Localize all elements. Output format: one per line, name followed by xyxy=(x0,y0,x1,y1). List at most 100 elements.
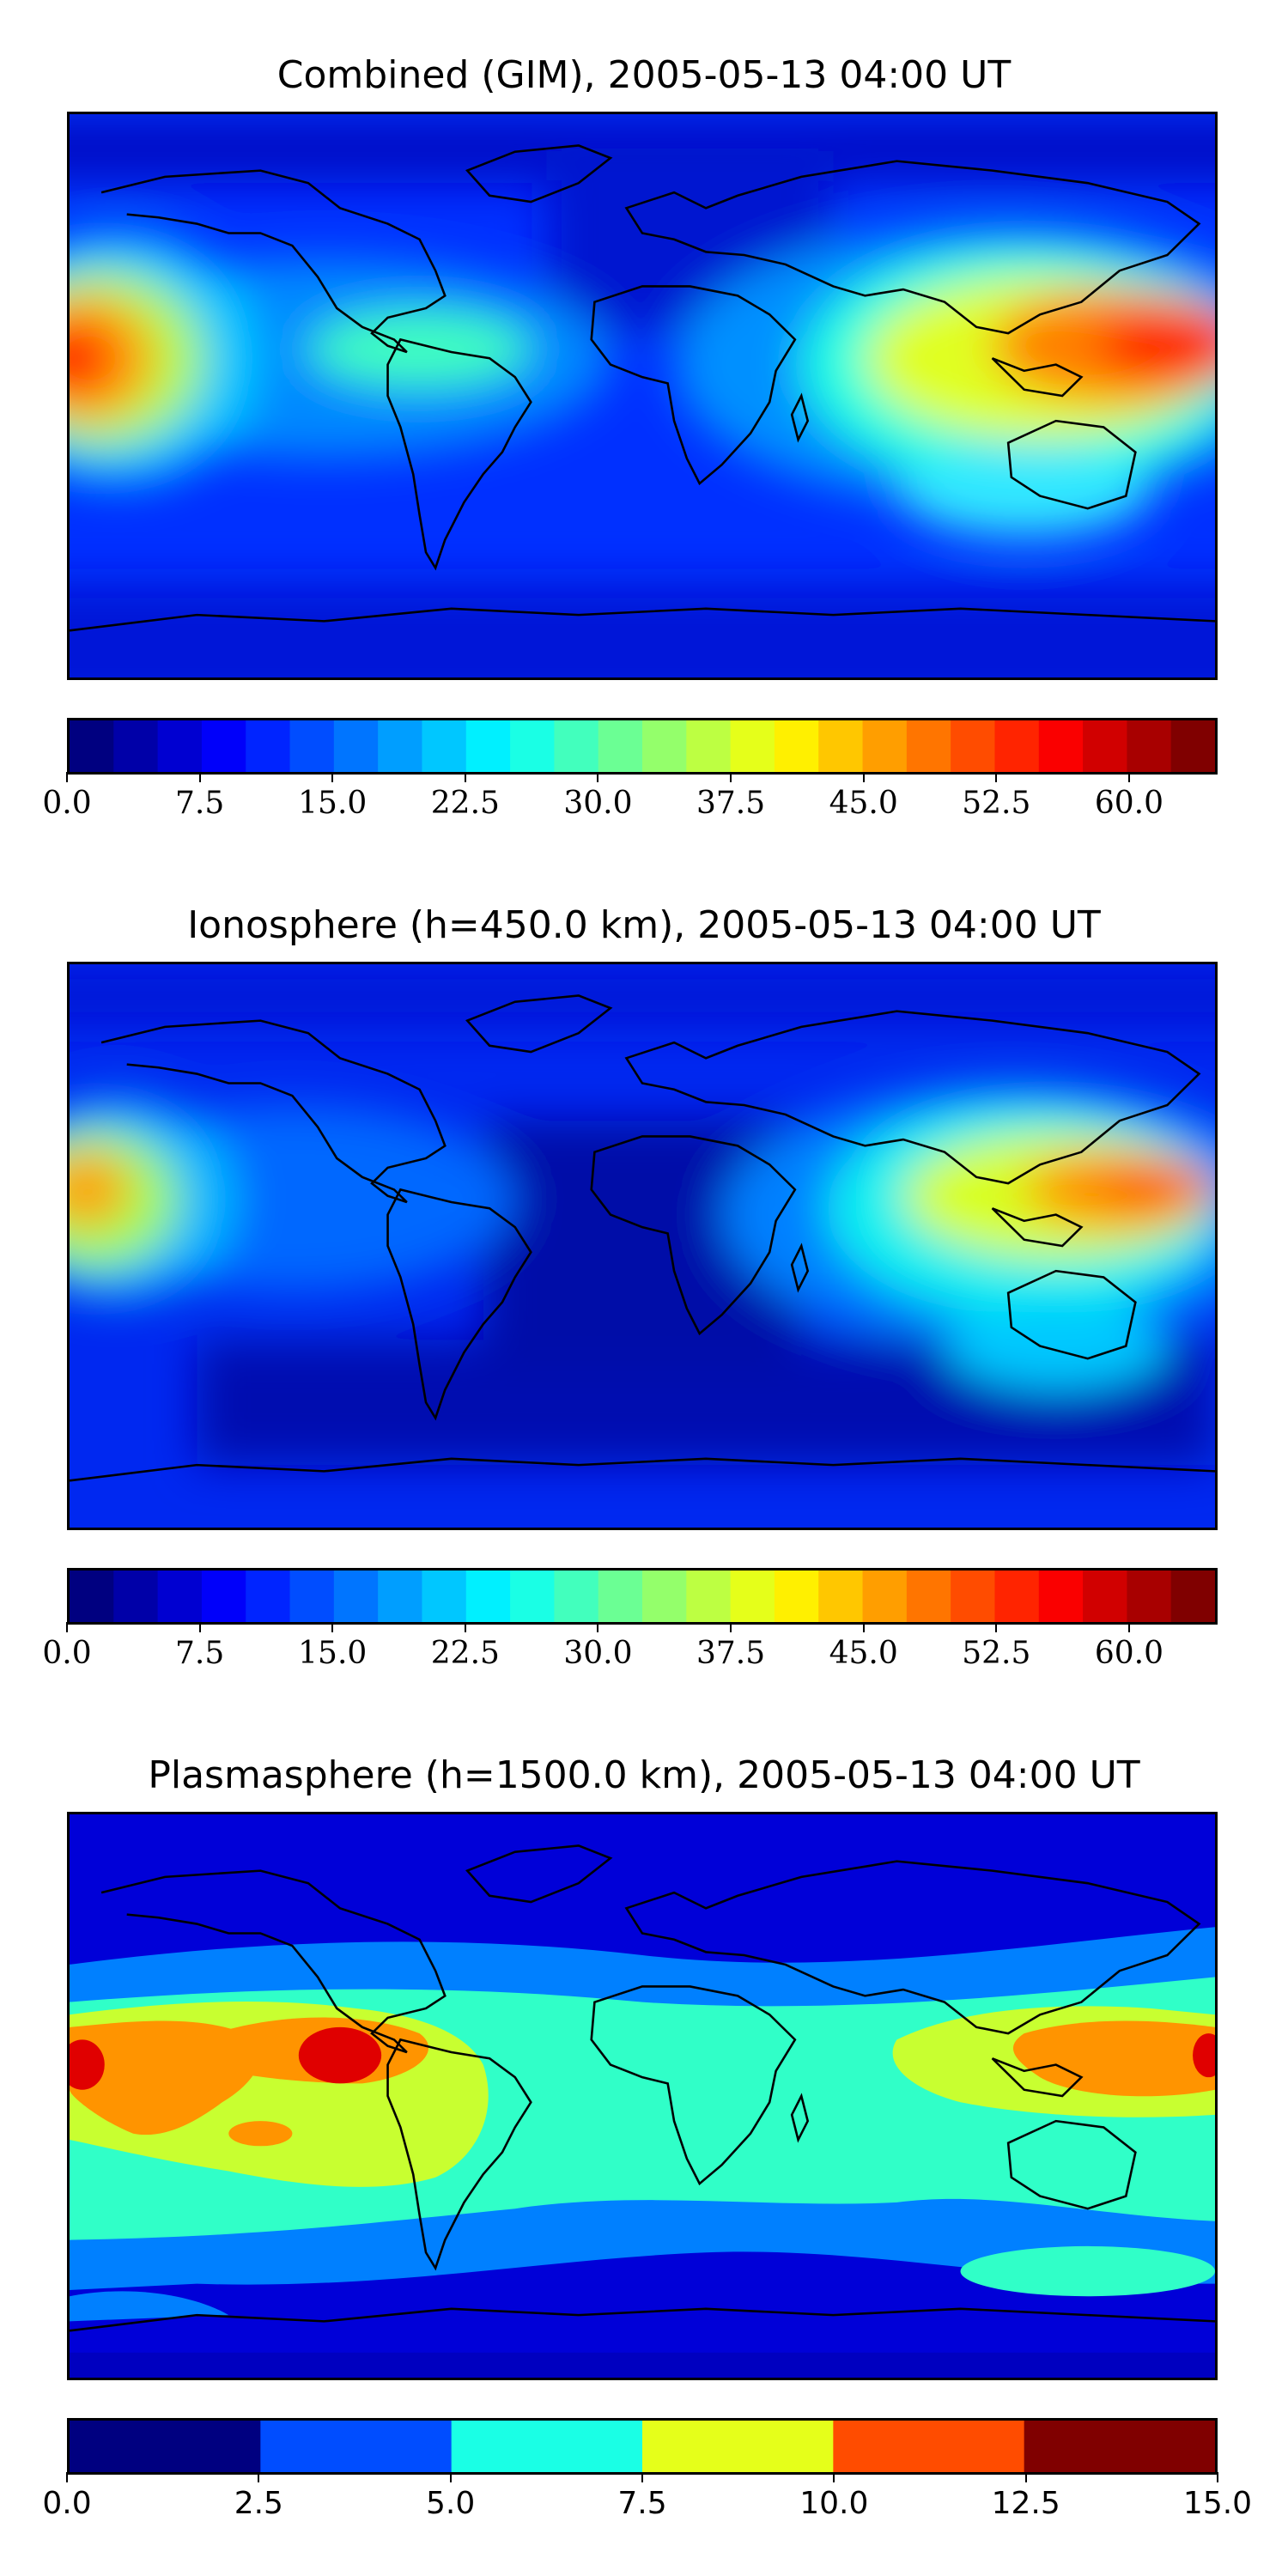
colorbar-ionosphere-tick-label: 60.0 xyxy=(1094,1636,1163,1671)
colorbar-ionosphere-swatch xyxy=(994,1571,1040,1622)
colorbar-ionosphere-swatch xyxy=(730,1571,775,1622)
colorbar-plasmasphere-tick-mark xyxy=(66,2472,68,2482)
colorbar-ionosphere-swatch xyxy=(862,1571,908,1622)
colorbar-ionosphere-swatch xyxy=(686,1571,732,1622)
colorbar-combined-swatch xyxy=(642,720,688,772)
colorbar-plasmasphere-tick-mark xyxy=(833,2472,835,2482)
colorbar-plasmasphere-tick-label: 7.5 xyxy=(617,2486,667,2521)
colorbar-combined-tick-mark xyxy=(995,772,998,782)
colorbar-combined-tick-label: 7.5 xyxy=(174,786,225,821)
colorbar-plasmasphere-swatch xyxy=(1024,2421,1215,2472)
colorbar-ionosphere-swatch xyxy=(246,1571,291,1622)
colorbar-plasmasphere-tick-mark xyxy=(641,2472,643,2482)
colorbar-combined-swatch xyxy=(994,720,1040,772)
colorbar-combined-tick-label: 60.0 xyxy=(1094,786,1163,821)
colorbar-combined-tick-mark xyxy=(1127,772,1130,782)
colorbar-ionosphere-tick-label: 52.5 xyxy=(962,1636,1031,1671)
colorbar-ticks-plasmasphere: 0.0 2.5 5.0 7.5 10.0 12.5 15.0 xyxy=(42,2472,1252,2524)
colorbar-ionosphere-swatch xyxy=(465,1571,512,1622)
colorbar-combined-swatch xyxy=(862,720,908,772)
colorbar-plasmasphere-tick-label: 2.5 xyxy=(234,2486,283,2521)
colorbar-ticks-combined: 0.0 7.5 15.0 22.5 30.0 37.5 45.0 52.5 60.0 xyxy=(42,772,1218,823)
colorbar-ionosphere-tick-label: 0.0 xyxy=(42,1636,92,1671)
colorbar-combined-swatch xyxy=(378,720,423,772)
colorbar-plasmasphere-tick-mark xyxy=(1217,2472,1218,2482)
colorbar-ionosphere-swatch xyxy=(1083,1571,1128,1622)
colorbar-ionosphere-tick-mark xyxy=(1127,1622,1130,1632)
colorbar-plasmasphere-tick-label: 0.0 xyxy=(42,2486,92,2521)
map-combined xyxy=(67,112,1218,680)
colorbar-plasmasphere-tick-mark xyxy=(449,2472,452,2482)
colorbar-ionosphere-swatch xyxy=(906,1571,952,1622)
colorbar-ionosphere-swatch xyxy=(333,1571,380,1622)
colorbar-combined-swatch xyxy=(70,720,115,772)
colorbar-combined-swatch xyxy=(598,720,644,772)
colorbar-combined-tick-label: 30.0 xyxy=(563,786,633,821)
colorbar-ionosphere-swatch xyxy=(70,1571,115,1622)
colorbar-combined-swatch xyxy=(510,720,556,772)
colorbar-combined-tick-mark xyxy=(862,772,865,782)
colorbar-combined-swatch xyxy=(1127,720,1172,772)
colorbar-combined-tick-label: 0.0 xyxy=(42,786,92,821)
colorbar-ionosphere-swatch xyxy=(554,1571,599,1622)
colorbar-plasmasphere-swatch xyxy=(260,2421,456,2472)
colorbar-combined-swatch xyxy=(1170,720,1215,772)
colorbar-combined-tick-mark xyxy=(198,772,201,782)
colorbar-combined-swatch xyxy=(686,720,732,772)
colorbar-ionosphere-swatch xyxy=(378,1571,423,1622)
colorbar-plasmasphere-tick-mark xyxy=(1024,2472,1027,2482)
colorbar-combined-tick-mark xyxy=(464,772,466,782)
map-ionosphere xyxy=(67,962,1218,1530)
colorbar-combined-swatch xyxy=(554,720,599,772)
colorbar-combined-swatch xyxy=(730,720,775,772)
colorbar-combined-swatch xyxy=(157,720,203,772)
colorbar-ionosphere xyxy=(67,1568,1218,1625)
colorbar-plasmasphere-tick-label: 12.5 xyxy=(991,2486,1060,2521)
colorbar-combined-tick-mark xyxy=(597,772,599,782)
colorbar-ionosphere-tick-label: 7.5 xyxy=(174,1636,225,1671)
colorbar-combined-swatch xyxy=(246,720,291,772)
colorbar-combined-tick-label: 52.5 xyxy=(962,786,1031,821)
colorbar-plasmasphere-tick-label: 10.0 xyxy=(799,2486,869,2521)
colorbar-ionosphere-swatch xyxy=(1127,1571,1172,1622)
colorbar-combined-tick-label: 45.0 xyxy=(829,786,898,821)
colorbar-ionosphere-swatch xyxy=(818,1571,864,1622)
panel-title-combined: Combined (GIM), 2005-05-13 04:00 UT xyxy=(276,53,1012,97)
colorbar-ionosphere-swatch xyxy=(774,1571,820,1622)
colorbar-combined-swatch xyxy=(113,720,159,772)
colorbar-ionosphere-swatch xyxy=(510,1571,556,1622)
colorbar-combined-swatch xyxy=(1083,720,1128,772)
colorbar-ionosphere-tick-mark xyxy=(730,1622,732,1632)
colorbar-ionosphere-swatch xyxy=(1038,1571,1084,1622)
colorbar-ticks-ionosphere: 0.0 7.5 15.0 22.5 30.0 37.5 45.0 52.5 60.0 xyxy=(42,1622,1218,1674)
colorbar-plasmasphere-swatch xyxy=(451,2421,647,2472)
colorbar-combined-swatch xyxy=(289,720,335,772)
colorbar-plasmasphere-swatch xyxy=(642,2421,837,2472)
colorbar-combined-tick-label: 22.5 xyxy=(430,786,500,821)
colorbar-combined-swatch xyxy=(333,720,380,772)
colorbar-ionosphere-tick-mark xyxy=(995,1622,998,1632)
colorbar-ionosphere-swatch xyxy=(113,1571,159,1622)
colorbar-combined-swatch xyxy=(774,720,820,772)
colorbar-combined-tick-mark xyxy=(331,772,334,782)
colorbar-combined-swatch xyxy=(201,720,247,772)
panel-title-plasmasphere: Plasmasphere (h=1500.0 km), 2005-05-13 0… xyxy=(148,1753,1140,1797)
colorbar-ionosphere-tick-label: 30.0 xyxy=(563,1636,633,1671)
coastlines xyxy=(70,144,1215,632)
colorbar-combined-swatch xyxy=(422,720,467,772)
colorbar-ionosphere-tick-mark xyxy=(862,1622,865,1632)
colorbar-ionosphere-tick-mark xyxy=(331,1622,334,1632)
colorbar-ionosphere-tick-mark xyxy=(597,1622,599,1632)
colorbar-plasmasphere-tick-mark xyxy=(258,2472,260,2482)
colorbar-combined-tick-label: 37.5 xyxy=(696,786,766,821)
colorbar-ionosphere-tick-mark xyxy=(66,1622,68,1632)
colorbar-ionosphere-swatch xyxy=(289,1571,335,1622)
colorbar-combined-tick-mark xyxy=(66,772,68,782)
colorbar-ionosphere-swatch xyxy=(598,1571,644,1622)
colorbar-ionosphere-tick-label: 45.0 xyxy=(829,1636,898,1671)
colorbar-ionosphere-tick-mark xyxy=(464,1622,466,1632)
colorbar-ionosphere-tick-label: 22.5 xyxy=(430,1636,500,1671)
colorbar-ionosphere-swatch xyxy=(642,1571,688,1622)
panel-title-ionosphere: Ionosphere (h=450.0 km), 2005-05-13 04:0… xyxy=(187,903,1101,947)
colorbar-ionosphere-tick-label: 15.0 xyxy=(298,1636,368,1671)
